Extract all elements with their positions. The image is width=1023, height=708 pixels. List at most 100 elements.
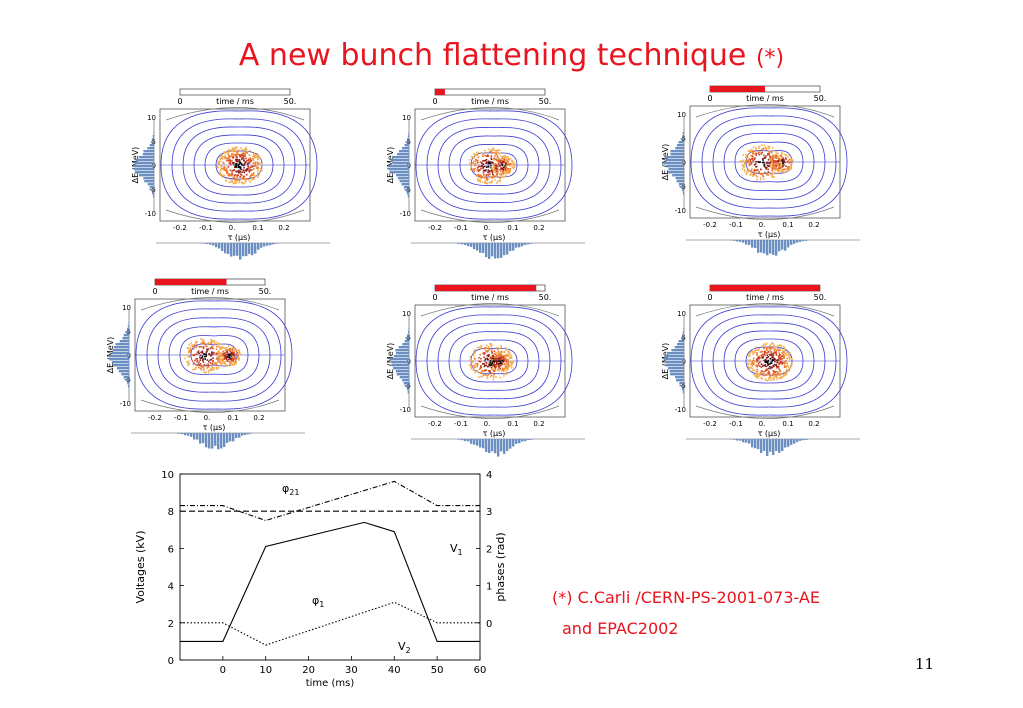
particle-dot bbox=[229, 164, 232, 166]
particle-dot bbox=[252, 173, 254, 175]
particle-dot bbox=[501, 172, 504, 174]
particle-dot bbox=[767, 361, 769, 364]
particle-dot bbox=[484, 364, 486, 367]
particle-dot bbox=[221, 358, 224, 361]
particle-dot bbox=[475, 154, 478, 157]
particle-dot bbox=[742, 154, 745, 156]
time-axis-label: time / ms bbox=[746, 293, 784, 302]
histogram-bar bbox=[239, 243, 242, 260]
histogram-bar bbox=[401, 183, 409, 186]
particle-dot bbox=[484, 149, 486, 152]
particle-distribution bbox=[183, 338, 242, 374]
particle-dot bbox=[226, 170, 229, 173]
particle-dot bbox=[195, 353, 198, 355]
particle-dot bbox=[485, 155, 488, 157]
particle-dot bbox=[759, 351, 762, 353]
particle-dot bbox=[789, 352, 791, 354]
histogram-bar bbox=[152, 135, 154, 138]
particle-dot bbox=[771, 169, 773, 171]
particle-dot bbox=[499, 359, 502, 361]
particle-dot bbox=[791, 362, 793, 364]
histogram-bar bbox=[108, 355, 129, 358]
histogram-bar bbox=[111, 361, 129, 364]
particle-dot bbox=[504, 357, 507, 360]
particle-dot bbox=[777, 348, 779, 350]
particle-dot bbox=[226, 349, 228, 351]
histogram-bar bbox=[396, 174, 409, 177]
time-histogram bbox=[411, 438, 585, 457]
particle-dot bbox=[198, 361, 200, 364]
particle-dot bbox=[775, 349, 778, 352]
particle-dot bbox=[234, 166, 236, 169]
particle-dot bbox=[236, 179, 239, 181]
particle-dot bbox=[223, 352, 226, 355]
particle-dot bbox=[218, 356, 221, 359]
particle-dot bbox=[230, 179, 233, 181]
particle-dot bbox=[773, 155, 775, 157]
particle-dot bbox=[482, 352, 484, 355]
particle-dot bbox=[237, 352, 239, 354]
time-progress-fill bbox=[710, 285, 820, 291]
series-label: φ1 bbox=[312, 594, 324, 609]
histogram-bar bbox=[503, 243, 506, 256]
particle-dot bbox=[757, 356, 760, 358]
particle-dot bbox=[244, 181, 246, 183]
particle-dot bbox=[769, 375, 772, 378]
histogram-bar bbox=[778, 240, 781, 252]
histogram-bar bbox=[127, 385, 129, 388]
histogram-bar bbox=[134, 162, 154, 165]
histogram-bar bbox=[257, 243, 260, 250]
particle-dot bbox=[780, 168, 783, 170]
series-line-V1 bbox=[180, 521, 480, 642]
histogram-bar bbox=[669, 370, 684, 373]
particle-dot bbox=[192, 345, 194, 348]
particle-dot bbox=[249, 176, 252, 178]
particle-dot bbox=[767, 174, 770, 176]
particle-dot bbox=[472, 365, 475, 368]
particle-dot bbox=[759, 151, 761, 153]
histogram-bar bbox=[244, 433, 247, 435]
histogram-bar bbox=[668, 367, 684, 370]
particle-dot bbox=[231, 347, 233, 349]
y-tick-label: -10 bbox=[675, 207, 686, 215]
particle-dot bbox=[502, 161, 504, 163]
particle-dot bbox=[508, 163, 511, 165]
y-tick-label: 10 bbox=[147, 114, 156, 122]
particle-dot bbox=[484, 152, 487, 154]
histogram-bar bbox=[784, 439, 787, 448]
particle-dot bbox=[489, 181, 491, 183]
particle-dot bbox=[476, 362, 479, 365]
particle-dot bbox=[470, 359, 472, 362]
particle-distribution bbox=[468, 342, 514, 381]
particle-dot bbox=[478, 376, 480, 378]
particle-dot bbox=[507, 168, 509, 170]
particle-dot bbox=[196, 345, 199, 347]
particle-dot bbox=[751, 367, 754, 370]
particle-dot bbox=[765, 358, 767, 361]
particle-dot bbox=[751, 158, 754, 160]
particle-dot bbox=[753, 362, 756, 365]
particle-dot bbox=[202, 366, 205, 369]
particle-dot bbox=[776, 168, 779, 170]
particle-dot bbox=[239, 166, 242, 168]
particle-dot bbox=[503, 351, 506, 353]
particle-dot bbox=[490, 356, 492, 359]
particle-dot bbox=[777, 366, 779, 369]
particle-dot bbox=[494, 171, 497, 174]
particle-dot bbox=[773, 349, 776, 352]
particle-dot bbox=[774, 160, 777, 162]
particle-dot bbox=[758, 145, 761, 148]
particle-dot bbox=[480, 357, 482, 360]
particle-dot bbox=[772, 342, 774, 345]
particle-dot bbox=[786, 168, 788, 171]
particle-dot bbox=[782, 374, 785, 376]
histogram-bar bbox=[682, 192, 684, 195]
particle-dot bbox=[488, 162, 490, 164]
particle-dot bbox=[770, 156, 772, 158]
particle-dot bbox=[473, 357, 476, 360]
particle-dot bbox=[757, 376, 760, 378]
particle-dot bbox=[235, 179, 238, 182]
particle-dot bbox=[486, 181, 488, 184]
particle-dot bbox=[771, 360, 773, 362]
particle-dot bbox=[509, 170, 512, 173]
